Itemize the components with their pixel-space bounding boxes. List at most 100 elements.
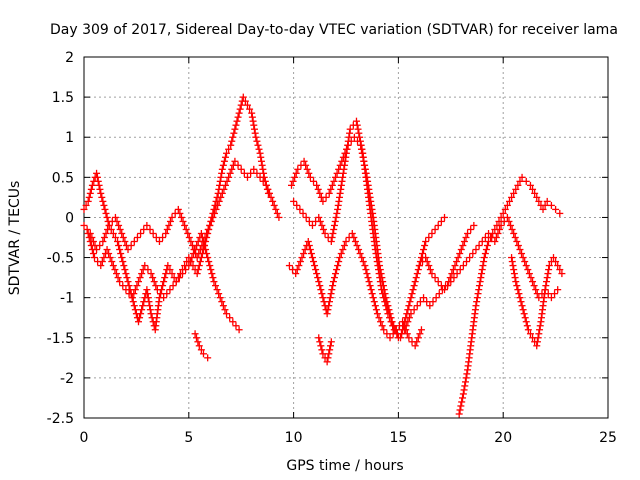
data-point bbox=[346, 125, 354, 133]
data-point bbox=[329, 229, 337, 237]
data-point bbox=[221, 306, 229, 314]
data-point bbox=[318, 290, 326, 298]
data-point bbox=[185, 262, 193, 270]
data-point bbox=[195, 262, 203, 270]
data-point bbox=[111, 213, 119, 221]
data-point bbox=[254, 141, 262, 149]
data-point bbox=[516, 246, 524, 254]
data-point bbox=[85, 193, 93, 201]
data-point bbox=[315, 278, 323, 286]
y-tick-label: 0.5 bbox=[52, 170, 74, 186]
data-point bbox=[96, 185, 104, 193]
data-point bbox=[119, 282, 127, 290]
data-point bbox=[373, 310, 381, 318]
data-point bbox=[470, 221, 478, 229]
data-point bbox=[454, 254, 462, 262]
data-point bbox=[475, 286, 483, 294]
data-point bbox=[296, 258, 304, 266]
data-point bbox=[496, 225, 504, 233]
data-point bbox=[317, 342, 325, 350]
data-point bbox=[325, 298, 333, 306]
data-point bbox=[389, 330, 397, 338]
data-point bbox=[314, 274, 322, 282]
data-point bbox=[358, 145, 366, 153]
data-point bbox=[230, 129, 238, 137]
data-point bbox=[513, 238, 521, 246]
data-point bbox=[318, 346, 326, 354]
data-point bbox=[124, 246, 132, 254]
data-point bbox=[473, 294, 481, 302]
data-point bbox=[485, 238, 493, 246]
data-point bbox=[102, 209, 110, 217]
data-point bbox=[459, 394, 467, 402]
data-point bbox=[539, 205, 547, 213]
data-point bbox=[339, 246, 347, 254]
data-point bbox=[494, 229, 502, 237]
data-point bbox=[556, 266, 564, 274]
data-point bbox=[328, 286, 336, 294]
x-axis-label: GPS time / hours bbox=[286, 458, 403, 474]
data-point bbox=[422, 238, 430, 246]
data-point bbox=[355, 129, 363, 137]
data-point bbox=[477, 274, 485, 282]
data-point bbox=[543, 197, 551, 205]
data-point bbox=[437, 282, 445, 290]
data-point bbox=[351, 238, 359, 246]
data-point bbox=[208, 270, 216, 278]
data-point bbox=[195, 342, 203, 350]
data-point bbox=[459, 262, 467, 270]
data-point bbox=[228, 137, 236, 145]
data-point bbox=[483, 242, 491, 250]
data-point bbox=[414, 266, 422, 274]
data-point bbox=[147, 310, 155, 318]
data-point bbox=[512, 278, 520, 286]
data-point bbox=[179, 217, 187, 225]
data-point bbox=[472, 246, 480, 254]
data-point bbox=[88, 246, 96, 254]
data-point bbox=[136, 274, 144, 282]
data-point bbox=[149, 229, 157, 237]
data-point bbox=[518, 302, 526, 310]
data-point bbox=[218, 165, 226, 173]
data-point bbox=[336, 254, 344, 262]
data-point bbox=[163, 290, 171, 298]
data-point bbox=[326, 342, 334, 350]
data-point bbox=[93, 173, 101, 181]
data-point bbox=[460, 238, 468, 246]
data-point bbox=[317, 286, 325, 294]
data-point bbox=[533, 193, 541, 201]
data-point bbox=[529, 278, 537, 286]
data-point bbox=[90, 254, 98, 262]
data-point bbox=[130, 238, 138, 246]
data-point bbox=[149, 274, 157, 282]
data-point bbox=[358, 254, 366, 262]
data-point bbox=[508, 254, 516, 262]
data-point bbox=[109, 262, 117, 270]
data-point bbox=[431, 274, 439, 282]
data-point bbox=[197, 229, 205, 237]
data-point bbox=[410, 306, 418, 314]
data-point bbox=[253, 137, 261, 145]
data-point bbox=[100, 201, 108, 209]
data-point bbox=[383, 306, 391, 314]
data-point bbox=[402, 326, 410, 334]
data-point bbox=[218, 298, 226, 306]
data-point bbox=[543, 274, 551, 282]
data-point bbox=[116, 225, 124, 233]
data-point bbox=[206, 262, 214, 270]
data-point bbox=[290, 197, 298, 205]
data-point bbox=[259, 177, 267, 185]
data-point bbox=[186, 258, 194, 266]
data-point bbox=[378, 322, 386, 330]
data-point bbox=[386, 334, 394, 342]
data-point bbox=[501, 205, 509, 213]
data-point bbox=[251, 129, 259, 137]
data-point bbox=[144, 266, 152, 274]
data-point bbox=[552, 205, 560, 213]
data-point bbox=[519, 306, 527, 314]
data-point bbox=[428, 270, 436, 278]
data-point bbox=[512, 185, 520, 193]
data-point bbox=[333, 266, 341, 274]
data-point bbox=[518, 250, 526, 258]
data-point bbox=[236, 105, 244, 113]
